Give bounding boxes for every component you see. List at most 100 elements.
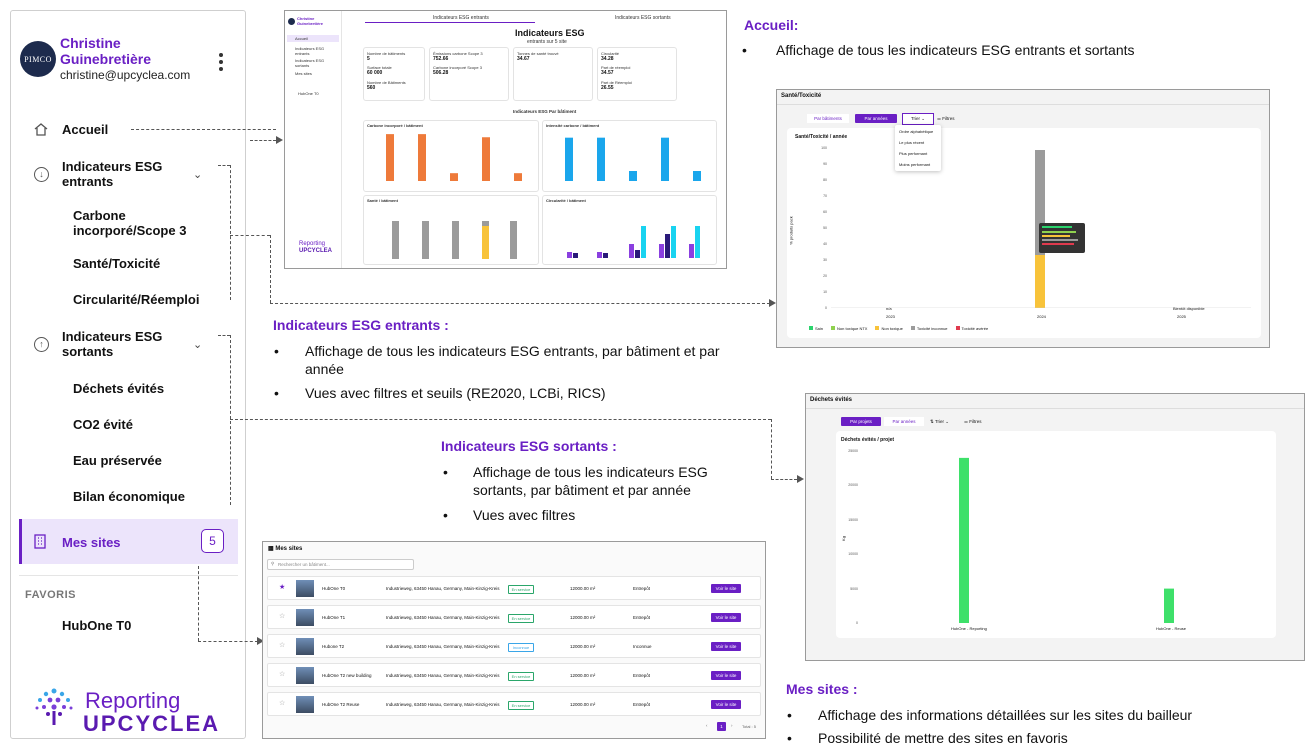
btn-par-batiments[interactable]: Par bâtiments — [807, 114, 849, 123]
bar — [422, 221, 429, 259]
chevron-down-icon[interactable]: ⌄ — [193, 339, 203, 351]
table-row[interactable]: ★ HubOne T0 Industrieweg, 63450 Hanau, G… — [267, 576, 761, 600]
table-row[interactable]: ☆ HubOne T2 new building Industrieweg, 6… — [267, 663, 761, 687]
accueil-heading: Accueil: — [744, 17, 799, 33]
tab-underline — [365, 22, 535, 23]
nav-dechets[interactable]: Déchets évités — [73, 381, 165, 396]
view-site-button[interactable]: Voir le site — [711, 642, 741, 651]
nav-carbone[interactable]: Carbone incorporé/Scope 3 — [73, 208, 187, 238]
mini-fav[interactable]: HubOne T0 — [298, 91, 319, 96]
status-badge: En service — [508, 585, 534, 594]
btn-filtres[interactable]: ⚌ Filtres — [964, 419, 982, 424]
x-tick: 2024 — [1037, 314, 1046, 319]
site-surface: 12000.00 m² — [570, 615, 596, 620]
nav-esg-sortants[interactable]: Indicateurs ESG sortants — [62, 329, 163, 359]
chevron-down-icon[interactable]: ⌄ — [193, 169, 203, 181]
site-name[interactable]: Hubone T2 — [322, 644, 345, 649]
sort-option[interactable]: Moins performant — [899, 162, 931, 167]
stat-label: Part de réemploi — [601, 65, 631, 70]
stat-value: 34.67 — [517, 56, 530, 62]
mini-nav-item[interactable]: Indicateurs ESG entrants — [295, 46, 325, 56]
tab-sortants[interactable]: Indicateurs ESG sortants — [615, 15, 671, 21]
star-outline-icon[interactable]: ☆ — [279, 671, 286, 678]
search-placeholder: Rechercher un bâtiment... — [278, 561, 330, 567]
site-address: Industrieweg, 63450 Hanau, Germany, Main… — [386, 586, 500, 591]
sort-option[interactable]: Le plus récent — [899, 140, 925, 145]
search-input[interactable]: ⚲ Rechercher un bâtiment... — [267, 559, 414, 570]
y-tick: 50 — [823, 226, 827, 230]
view-site-button[interactable]: Voir le site — [711, 671, 741, 680]
bar — [567, 252, 572, 258]
bullet-dot: • — [443, 464, 448, 480]
upcyclea-logo-icon — [35, 688, 73, 725]
site-type: Inconnue — [633, 644, 652, 649]
nav-esg-entrants[interactable]: Indicateurs ESG entrants — [62, 159, 163, 189]
legend-label: Toxicité inconnue — [916, 326, 948, 331]
btn-par-annees[interactable]: Par années — [884, 417, 924, 426]
pager-prev[interactable]: ‹ — [706, 723, 708, 728]
stat-value: 560 — [367, 85, 376, 91]
mini-nav-active[interactable] — [287, 35, 339, 42]
nav-bilan[interactable]: Bilan économique — [73, 489, 185, 504]
view-site-button[interactable]: Voir le site — [711, 700, 741, 709]
mini-nav-item[interactable]: Mes sites — [295, 71, 312, 76]
connector — [270, 235, 271, 303]
fav-item[interactable]: HubOne T0 — [62, 618, 132, 633]
connector — [131, 129, 276, 130]
nav-accueil[interactable]: Accueil — [62, 122, 109, 137]
site-name[interactable]: HubOne T1 — [322, 615, 346, 620]
bullet-dot: • — [787, 707, 792, 723]
btn-par-projets[interactable]: Par projets — [841, 417, 881, 426]
bar — [1164, 588, 1174, 623]
chart-title: Intensité carbone / bâtiment — [546, 123, 600, 128]
connector — [771, 419, 772, 479]
site-name[interactable]: HubOne T2 new building — [322, 673, 372, 678]
avatar — [288, 18, 295, 25]
site-name[interactable]: HubOne T0 — [322, 586, 346, 591]
table-row[interactable]: ☆ HubOne T2 Reuse Industrieweg, 63450 Ha… — [267, 692, 761, 716]
nav-circularite[interactable]: Circularité/Réemploi — [73, 292, 200, 307]
pager-page[interactable]: 1 — [717, 722, 726, 731]
bar — [597, 252, 602, 258]
nav-eau[interactable]: Eau préservée — [73, 453, 162, 468]
pager-next[interactable]: › — [731, 723, 733, 728]
star-filled-icon[interactable]: ★ — [279, 584, 286, 591]
btn-filtres[interactable]: ⚌ Filtres — [937, 116, 955, 121]
site-thumbnail — [296, 580, 314, 597]
stat-value: 60 000 — [367, 70, 383, 76]
connector — [218, 335, 230, 336]
bullet-dot: • — [274, 343, 279, 359]
connector — [198, 566, 199, 641]
btn-par-annees[interactable]: Par années — [855, 114, 897, 123]
view-site-button[interactable]: Voir le site — [711, 584, 741, 593]
nav-sante[interactable]: Santé/Toxicité — [73, 256, 161, 271]
star-outline-icon[interactable]: ☆ — [279, 642, 286, 649]
legend-item: Sain — [809, 326, 823, 331]
table-row[interactable]: ☆ Hubone T2 Industrieweg, 63450 Hanau, G… — [267, 634, 761, 658]
star-outline-icon[interactable]: ☆ — [279, 700, 286, 707]
stat-label: Nombre de Bâtiments — [367, 80, 406, 85]
more-options-icon[interactable] — [219, 53, 223, 74]
sort-option[interactable]: Ordre alphabétique — [899, 129, 934, 134]
table-row[interactable]: ☆ HubOne T1 Industrieweg, 63450 Hanau, G… — [267, 605, 761, 629]
mini-nav-item[interactable]: Indicateurs ESG sortants — [295, 58, 325, 68]
connector — [250, 140, 276, 141]
view-site-button[interactable]: Voir le site — [711, 613, 741, 622]
dechets-plot — [959, 457, 1174, 623]
nav-co2[interactable]: CO2 évité — [73, 417, 133, 432]
btn-trier[interactable]: ⇅ Trier ⌄ — [930, 419, 950, 424]
sort-option[interactable]: Plus performant — [899, 151, 928, 156]
panel-title-label: Mes sites — [275, 546, 303, 552]
tab-entrants[interactable]: Indicateurs ESG entrants — [433, 15, 489, 21]
chart-title: Santé / bâtiment — [367, 198, 398, 203]
y-tick: 20 — [823, 274, 827, 278]
site-name[interactable]: HubOne T2 Reuse — [322, 702, 360, 707]
bar — [689, 244, 694, 258]
btn-trier[interactable]: Trier ⌄ — [902, 113, 934, 125]
bar — [671, 226, 676, 258]
status-badge: En service — [508, 672, 534, 681]
mini-nav-item[interactable]: Accueil — [295, 36, 308, 41]
avatar[interactable]: PIMCO — [20, 41, 56, 77]
star-outline-icon[interactable]: ☆ — [279, 613, 286, 620]
status-badge: En service — [508, 701, 534, 710]
